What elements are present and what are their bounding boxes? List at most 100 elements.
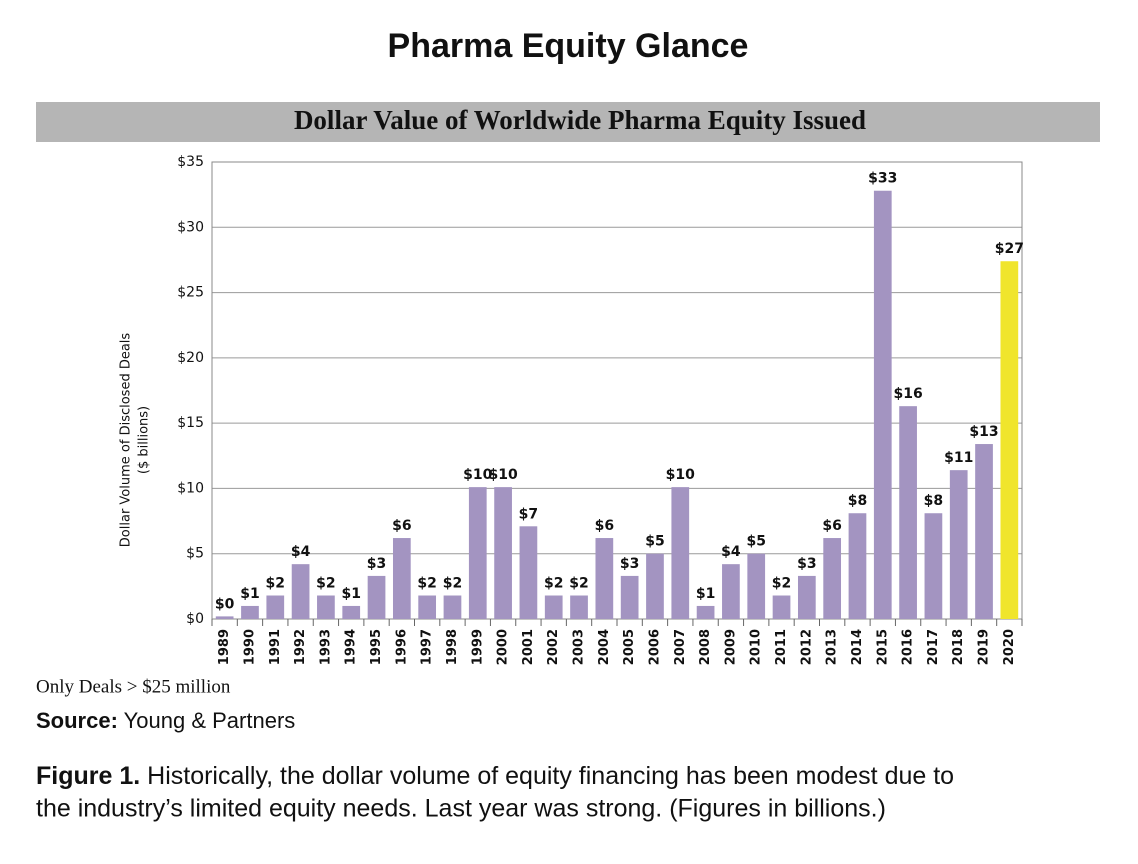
value-label: $2 bbox=[772, 575, 791, 591]
x-tick-label: 2013 bbox=[825, 629, 840, 665]
x-tick-label: 1994 bbox=[344, 629, 359, 665]
y-tick-label: $20 bbox=[177, 350, 204, 366]
bar bbox=[367, 575, 386, 619]
value-label: $2 bbox=[569, 575, 588, 591]
bar bbox=[975, 444, 993, 619]
bar bbox=[494, 487, 512, 619]
chart-title: Dollar Value of Worldwide Pharma Equity … bbox=[294, 105, 866, 135]
source-text: Young & Partners bbox=[124, 708, 296, 733]
x-tick-label: 1992 bbox=[293, 629, 308, 665]
bar bbox=[620, 575, 639, 619]
value-label: $10 bbox=[488, 467, 517, 483]
x-tick-label: 2018 bbox=[951, 629, 966, 665]
y-tick-label: $15 bbox=[177, 415, 204, 431]
bar bbox=[468, 487, 487, 619]
value-label: $2 bbox=[443, 575, 462, 591]
bar bbox=[595, 538, 614, 619]
x-tick-label: 2002 bbox=[546, 629, 561, 665]
x-tick-label: 2005 bbox=[622, 629, 637, 665]
value-label: $0 bbox=[215, 596, 235, 612]
y-tick-label: $0 bbox=[186, 611, 204, 627]
bar bbox=[772, 595, 791, 619]
bar bbox=[418, 595, 437, 619]
value-label: $7 bbox=[519, 506, 538, 522]
bar bbox=[899, 406, 917, 619]
value-label: $3 bbox=[620, 556, 639, 572]
bar bbox=[443, 595, 462, 619]
y-label-line: Dollar Volume of Disclosed Deals bbox=[119, 333, 134, 548]
bar bbox=[873, 190, 892, 619]
bar bbox=[747, 553, 766, 619]
value-label: $2 bbox=[266, 575, 285, 591]
x-tick-label: 2020 bbox=[1002, 629, 1017, 665]
x-tick-label: 1993 bbox=[318, 629, 333, 665]
y-axis-label: Dollar Volume of Disclosed Deals ($ bill… bbox=[119, 333, 152, 548]
x-tick-label: 1997 bbox=[420, 629, 435, 665]
plot: $0 $5 $10 $15 $20 $25 $30 $35 1989 $0 1990 $1 1991 $2… bbox=[177, 154, 1024, 665]
x-tick-label: 2006 bbox=[647, 629, 662, 665]
bar bbox=[1000, 261, 1019, 619]
value-label: $2 bbox=[316, 575, 335, 591]
bar bbox=[392, 538, 411, 619]
note: Only Deals > $25 million bbox=[36, 676, 231, 697]
x-tick-label: 2012 bbox=[799, 629, 814, 665]
y-tick-label: $35 bbox=[177, 154, 204, 170]
x-tick-label: 1999 bbox=[470, 629, 485, 665]
x-tick-label: 1996 bbox=[394, 629, 409, 665]
x-tick-label: 2010 bbox=[749, 629, 764, 665]
x-tick-label: 1991 bbox=[268, 629, 283, 665]
value-label: $10 bbox=[666, 467, 695, 483]
bar bbox=[848, 513, 867, 619]
title-banner bbox=[36, 102, 1100, 142]
value-label: $3 bbox=[367, 556, 386, 572]
value-label: $6 bbox=[392, 518, 411, 534]
x-tick-label: 2007 bbox=[673, 629, 688, 665]
bar bbox=[570, 595, 588, 619]
value-label: $1 bbox=[696, 586, 715, 602]
x-tick-label: 1990 bbox=[242, 629, 257, 665]
x-tick-label: 2015 bbox=[875, 629, 890, 665]
value-label: $6 bbox=[822, 518, 841, 534]
y-tick-label: $30 bbox=[177, 219, 204, 235]
value-label: $1 bbox=[341, 586, 360, 602]
bar bbox=[646, 553, 664, 619]
value-label: $27 bbox=[995, 241, 1024, 257]
value-label: $6 bbox=[595, 518, 614, 534]
y-tick-label: $25 bbox=[177, 285, 204, 301]
caption-label: Figure 1. bbox=[36, 762, 140, 790]
x-tick-label: 2003 bbox=[572, 629, 587, 665]
x-tick-label: 2011 bbox=[774, 629, 789, 665]
caption-line: the industry’s limited equity needs. Las… bbox=[36, 795, 886, 823]
value-label: $5 bbox=[746, 534, 765, 550]
x-tick-label: 2000 bbox=[496, 629, 511, 665]
value-label: $1 bbox=[240, 586, 259, 602]
page-title: Pharma Equity Glance bbox=[388, 27, 749, 65]
bar bbox=[924, 513, 943, 619]
value-label: $3 bbox=[797, 556, 816, 572]
caption-line: Historically, the dollar volume of equit… bbox=[147, 762, 954, 790]
value-label: $4 bbox=[721, 544, 741, 560]
value-label: $33 bbox=[868, 171, 897, 187]
x-tick-label: 2001 bbox=[521, 629, 536, 665]
y-tick-label: $5 bbox=[186, 546, 204, 562]
x-tick-label: 1995 bbox=[369, 629, 384, 665]
value-label: $2 bbox=[544, 575, 563, 591]
y-tick-label: $10 bbox=[177, 480, 204, 496]
bar bbox=[215, 616, 234, 619]
source: Source: Young & Partners bbox=[36, 708, 295, 733]
bar bbox=[949, 470, 968, 619]
source-label: Source: bbox=[36, 708, 118, 733]
y-label-line: ($ billions) bbox=[137, 406, 152, 474]
x-tick-label: 1989 bbox=[217, 629, 232, 665]
bar bbox=[544, 595, 563, 619]
bar bbox=[797, 575, 816, 619]
bar bbox=[241, 605, 259, 619]
x-tick-label: 1998 bbox=[445, 629, 460, 665]
value-label: $4 bbox=[291, 544, 311, 560]
x-tick-label: 2008 bbox=[698, 629, 713, 665]
x-tick-label: 2016 bbox=[901, 629, 916, 665]
value-label: $8 bbox=[848, 493, 867, 509]
value-label: $8 bbox=[924, 493, 943, 509]
x-tick-label: 2017 bbox=[926, 629, 941, 665]
bar bbox=[823, 538, 842, 619]
